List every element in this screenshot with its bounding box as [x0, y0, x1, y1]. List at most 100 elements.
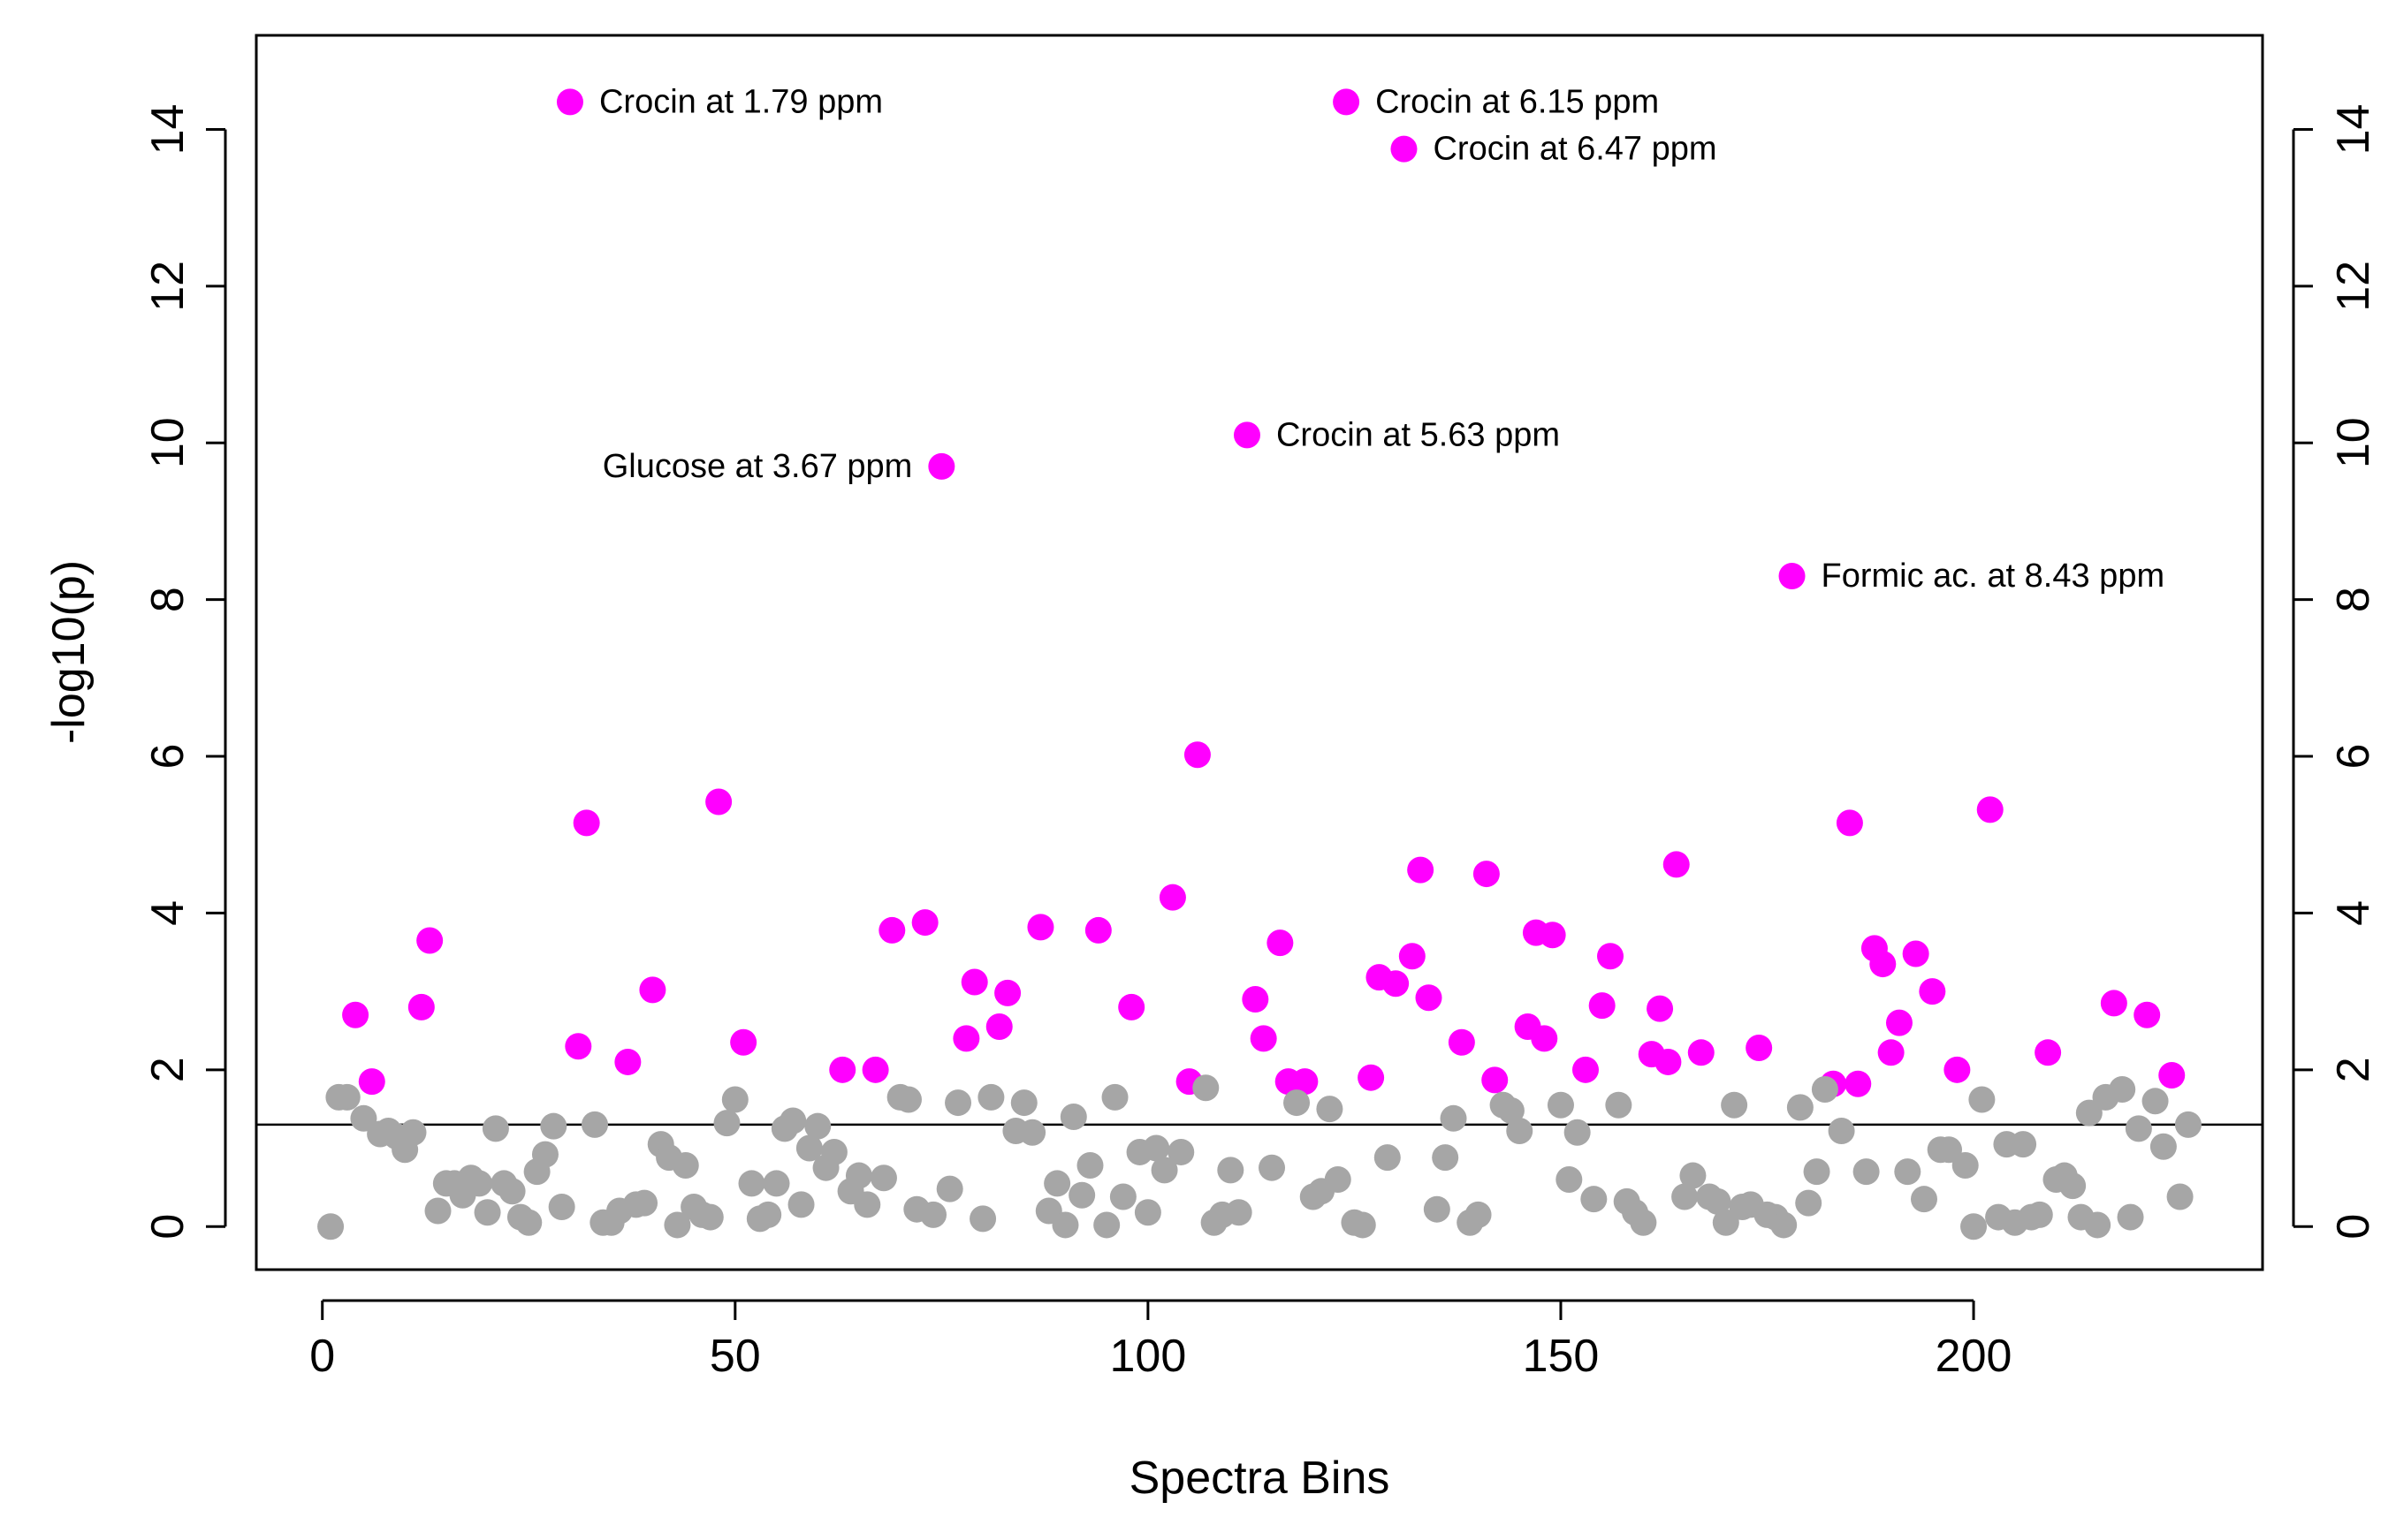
significant-point	[1084, 916, 1112, 944]
nonsignificant-point	[1770, 1211, 1798, 1239]
significant-point	[1746, 1034, 1773, 1061]
nonsignificant-point	[2125, 1115, 2152, 1142]
y-tick-label-left: 8	[142, 587, 194, 612]
nonsignificant-point	[1432, 1144, 1459, 1172]
y-tick-label-right: 6	[2328, 744, 2379, 770]
significant-point	[953, 1025, 980, 1052]
nonsignificant-point	[713, 1110, 741, 1137]
significant-point	[2100, 990, 2127, 1017]
nonsignificant-point	[1828, 1118, 1855, 1145]
nonsignificant-point	[1721, 1091, 1748, 1119]
nonsignificant-point	[1968, 1086, 1996, 1113]
nonsignificant-point	[1852, 1158, 1880, 1186]
significant-point	[1943, 1056, 1971, 1083]
nonsignificant-point	[1324, 1165, 1351, 1193]
nonsignificant-point	[1349, 1211, 1376, 1239]
nonsignificant-point	[1076, 1152, 1104, 1180]
significant-point	[1390, 135, 1418, 163]
x-tick-label: 150	[1523, 1331, 1600, 1382]
significant-point	[2134, 1001, 2161, 1028]
y-tick-label-right: 12	[2328, 261, 2379, 312]
nonsignificant-point	[721, 1086, 749, 1113]
significant-point	[1291, 1068, 1319, 1096]
significant-point	[1358, 1064, 1385, 1091]
y-tick-label-left: 6	[142, 744, 194, 770]
nonsignificant-point	[2059, 1172, 2087, 1200]
significant-point	[1415, 984, 1442, 1012]
nonsignificant-point	[540, 1112, 567, 1140]
nonsignificant-point	[1101, 1083, 1129, 1111]
significant-point	[1647, 995, 1674, 1022]
significant-point	[1976, 796, 2004, 823]
significant-point	[1118, 993, 1145, 1020]
nonsignificant-point	[1440, 1104, 1467, 1132]
nonsignificant-point	[1010, 1089, 1038, 1117]
nonsignificant-point	[1894, 1158, 1921, 1186]
nonsignificant-point	[1225, 1199, 1252, 1226]
significant-point	[573, 809, 600, 837]
significant-point	[1869, 951, 1897, 978]
y-tick-label-right: 14	[2328, 104, 2379, 156]
nonsignificant-point	[1373, 1144, 1401, 1172]
nonsignificant-point	[1786, 1094, 1814, 1121]
nonsignificant-point	[1093, 1211, 1121, 1239]
nonsignificant-point	[755, 1201, 782, 1228]
x-axis-label: Spectra Bins	[1130, 1453, 1390, 1504]
nonsignificant-point	[672, 1152, 699, 1180]
significant-point	[1571, 1056, 1599, 1083]
nonsignificant-point	[2026, 1201, 2053, 1228]
significant-point	[1242, 985, 1269, 1013]
nonsignificant-point	[2010, 1131, 2037, 1158]
y-tick-label-right: 0	[2328, 1214, 2379, 1240]
nonsignificant-point	[1671, 1183, 1699, 1210]
significant-point	[1481, 1066, 1509, 1094]
annotation-label: Formic ac. at 8.43 ppm	[1822, 558, 2165, 595]
significant-point	[1333, 88, 1360, 116]
nonsignificant-point	[696, 1203, 724, 1231]
y-tick-label-right: 4	[2328, 900, 2379, 926]
significant-point	[1250, 1025, 1277, 1052]
significant-point	[1266, 929, 1294, 957]
nonsignificant-point	[936, 1175, 963, 1202]
significant-point	[1183, 741, 1211, 769]
nonsignificant-point	[945, 1089, 972, 1117]
significant-point	[994, 979, 1022, 1006]
nonsignificant-point	[1630, 1209, 1657, 1236]
significant-point	[1902, 940, 1929, 967]
nonsignificant-point	[1168, 1138, 1195, 1165]
significant-point	[829, 1056, 856, 1083]
nonsignificant-point	[1580, 1186, 1608, 1213]
nonsignificant-point	[804, 1112, 832, 1140]
nonsignificant-point	[1217, 1157, 1244, 1184]
nonsignificant-point	[1936, 1136, 1963, 1164]
nonsignificant-point	[1712, 1209, 1739, 1236]
nonsignificant-point	[920, 1201, 947, 1228]
significant-point	[1588, 992, 1616, 1020]
nonsignificant-point	[2117, 1203, 2144, 1231]
significant-point	[862, 1056, 889, 1083]
nonsignificant-point	[845, 1162, 872, 1189]
significant-point	[639, 976, 666, 1004]
significant-point	[1027, 914, 1054, 941]
nonsignificant-point	[2141, 1088, 2169, 1115]
significant-point	[705, 788, 733, 816]
significant-point	[1448, 1028, 1475, 1056]
y-tick-label-right: 2	[2328, 1057, 2379, 1082]
nonsignificant-point	[350, 1104, 377, 1132]
nonsignificant-point	[1679, 1162, 1707, 1189]
significant-point	[1654, 1048, 1682, 1075]
nonsignificant-point	[1151, 1157, 1178, 1184]
nonsignificant-point	[820, 1138, 848, 1165]
nonsignificant-point	[1803, 1158, 1830, 1186]
nonsignificant-point	[1316, 1096, 1343, 1123]
nonsignificant-point	[780, 1107, 807, 1134]
significant-point	[1159, 884, 1186, 911]
nonsignificant-point	[548, 1194, 575, 1221]
significant-point	[1597, 943, 1624, 970]
y-tick-label-left: 12	[142, 261, 194, 312]
nonsignificant-point	[399, 1119, 427, 1146]
nonsignificant-point	[1497, 1096, 1525, 1124]
x-tick-label: 100	[1110, 1331, 1187, 1382]
y-tick-label-left: 10	[142, 417, 194, 468]
